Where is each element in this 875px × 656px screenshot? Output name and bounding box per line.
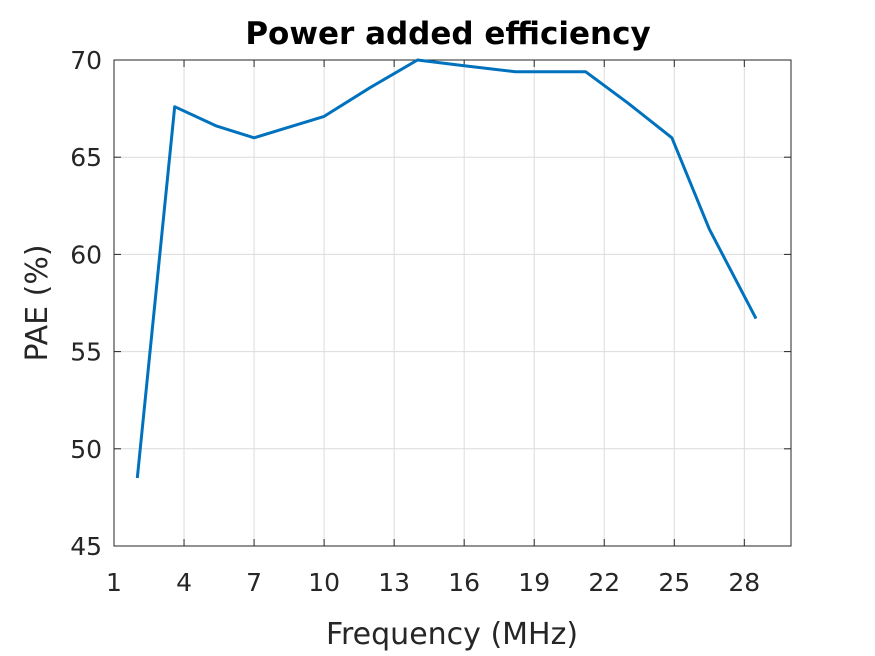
y-tick-label: 70 — [70, 46, 102, 75]
x-tick-labels: 1 4 7 10 13 16 19 22 25 28 — [106, 568, 760, 597]
x-tick-label: 1 — [106, 568, 122, 597]
y-axis-label: PAE (%) — [20, 244, 55, 361]
x-tick-label: 19 — [518, 568, 550, 597]
plot-area-frame — [113, 59, 792, 547]
x-tick-label: 22 — [588, 568, 620, 597]
y-tick-label: 65 — [70, 143, 102, 172]
x-axis-label: Frequency (MHz) — [326, 617, 578, 652]
series-line — [135, 58, 758, 479]
y-tick-label: 55 — [70, 338, 102, 367]
x-tick-label: 7 — [246, 568, 262, 597]
x-tick-label: 13 — [378, 568, 410, 597]
x-tick-label: 4 — [176, 568, 192, 597]
y-tick-label: 45 — [70, 532, 102, 561]
x-tick-label: 16 — [448, 568, 480, 597]
chart-title: Power added efficiency — [245, 16, 650, 52]
tick-marks — [113, 59, 791, 547]
x-tick-label: 25 — [658, 568, 690, 597]
y-tick-label: 50 — [70, 435, 102, 464]
x-tick-label: 28 — [728, 568, 760, 597]
y-tick-label: 60 — [70, 240, 102, 269]
y-tick-labels: 45 50 55 60 65 70 — [70, 46, 102, 561]
series-layer — [135, 58, 758, 479]
x-tick-label: 10 — [308, 568, 340, 597]
